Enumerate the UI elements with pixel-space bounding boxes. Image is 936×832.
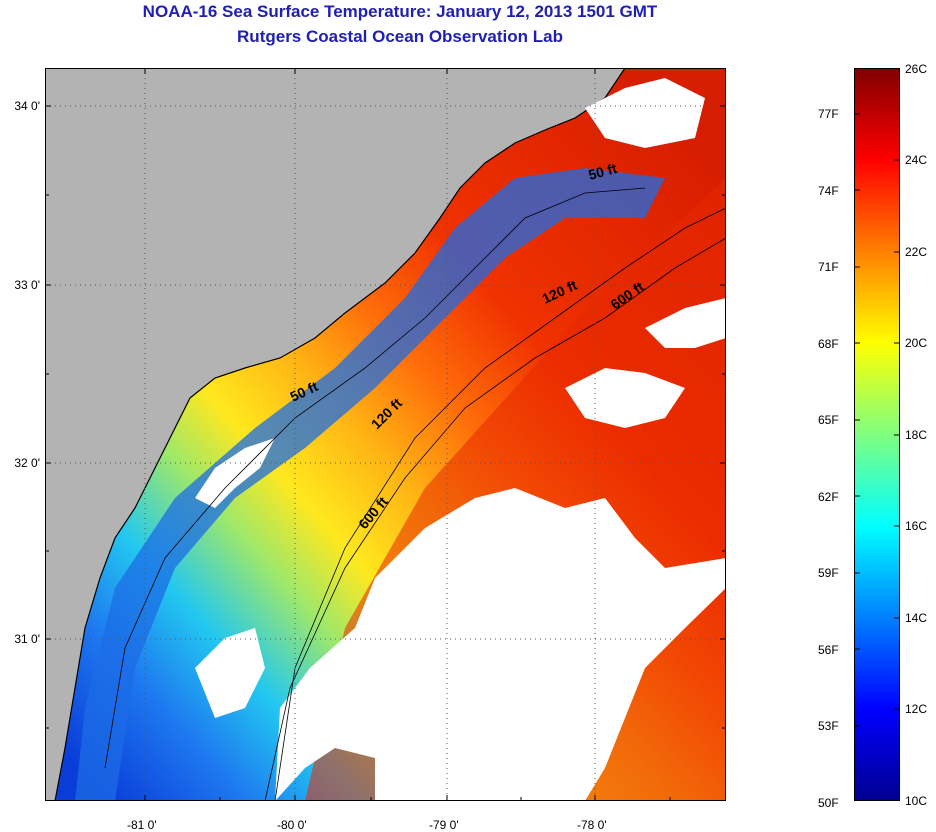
- cloud-coast: [195, 438, 275, 508]
- cloud-east: [645, 298, 726, 348]
- colorbar-label-68f: 68F: [818, 337, 839, 351]
- land: [45, 68, 625, 801]
- colorbar: [854, 68, 900, 801]
- lat-label-31: 31 0': [14, 632, 40, 646]
- lon-label-79: -79 0': [429, 818, 459, 832]
- lon-label-80: -80 0': [277, 818, 307, 832]
- depth-label-50ft-north: 50 ft: [587, 160, 619, 183]
- graticule: [45, 68, 726, 801]
- colorbar-label-59f: 59F: [818, 566, 839, 580]
- colorbar-gradient: [854, 68, 900, 801]
- colorbar-label-26c: 26C: [905, 62, 928, 76]
- colorbar-label-65f: 65F: [818, 413, 839, 427]
- isobath-600ft: [264, 237, 726, 801]
- colorbar-label-22c: 22C: [905, 245, 928, 259]
- colorbar-label-16c: 16C: [905, 519, 928, 533]
- cloud-south: [275, 488, 726, 801]
- colorbar-label-77f: 77F: [818, 107, 839, 121]
- sst-map: 50 ft 50 ft 120 ft 120 ft 600 ft 600 ft: [45, 68, 726, 801]
- colorbar-label-71f: 71F: [818, 260, 839, 274]
- lon-label-78: -78 0': [577, 818, 607, 832]
- lat-label-33: 33 0': [14, 278, 40, 292]
- cloud-lower-left: [195, 628, 265, 718]
- lat-label-34: 34 0': [14, 99, 40, 113]
- colorbar-label-14c: 14C: [905, 611, 928, 625]
- colorbar-label-74f: 74F: [818, 184, 839, 198]
- colorbar-label-20c: 20C: [905, 336, 928, 350]
- axis-ticks: [45, 68, 726, 801]
- colorbar-label-18c: 18C: [905, 428, 928, 442]
- map-frame: [45, 68, 726, 801]
- coastline: [54, 68, 626, 801]
- isobath-50ft: [104, 187, 646, 769]
- lon-label-81: -81 0': [127, 818, 157, 832]
- colorbar-label-56f: 56F: [818, 643, 839, 657]
- map-title: NOAA-16 Sea Surface Temperature: January…: [142, 2, 658, 21]
- cloud-north: [585, 78, 705, 148]
- colorbar-label-50f: 50F: [818, 796, 839, 810]
- map-subtitle: Rutgers Coastal Ocean Observation Lab: [237, 27, 563, 46]
- cold-band: [75, 168, 665, 801]
- colorbar-label-53f: 53F: [818, 719, 839, 733]
- lat-label-32: 32 0': [14, 456, 40, 470]
- colorbar-label-10c: 10C: [905, 794, 928, 808]
- colorbar-label-12c: 12C: [905, 702, 928, 716]
- colorbar-label-24c: 24C: [905, 153, 928, 167]
- colorbar-label-62f: 62F: [818, 490, 839, 504]
- isobath-120ft: [274, 207, 726, 801]
